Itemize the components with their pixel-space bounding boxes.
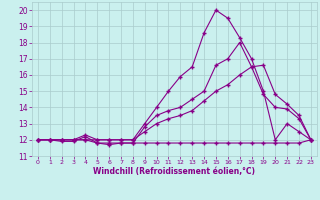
X-axis label: Windchill (Refroidissement éolien,°C): Windchill (Refroidissement éolien,°C) (93, 167, 255, 176)
